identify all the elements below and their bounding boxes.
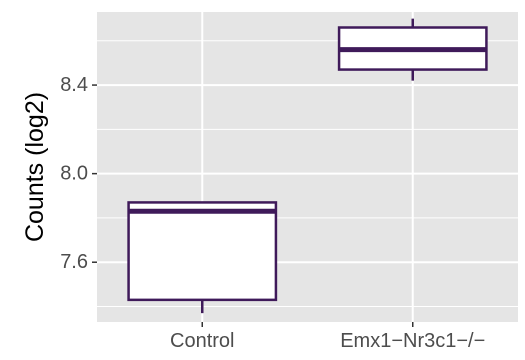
x-tick-label: Control [170,330,234,352]
y-tick-label: 8.0 [60,163,88,185]
box-control [129,202,276,313]
y-tick-label: 8.4 [60,74,88,96]
y-axis-title: Counts (log2) [21,92,49,242]
y-tick-label: 7.6 [60,251,88,273]
interquartile-box [129,202,276,299]
x-tick-label: Emx1−Nr3c1−/− [340,330,485,352]
